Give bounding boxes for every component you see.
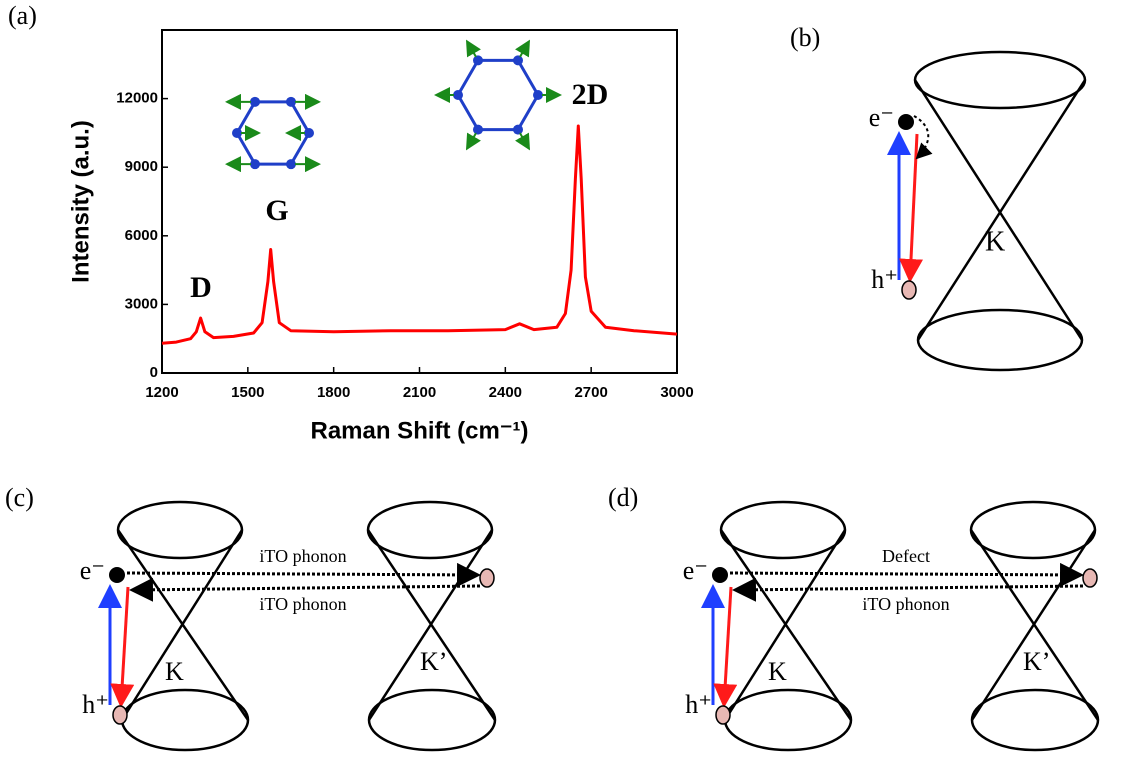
arrow-label: iTO phonon: [259, 594, 346, 614]
arrow-label: iTO phonon: [862, 594, 949, 614]
electron: [898, 114, 914, 130]
atom: [250, 159, 260, 169]
x-axis-label: Raman Shift (cm⁻¹): [310, 417, 528, 444]
panel-label: (a): [8, 1, 37, 30]
atom: [286, 159, 296, 169]
atom: [453, 90, 463, 100]
panel-label: (c): [5, 483, 34, 512]
hole-label: h⁺: [871, 265, 898, 294]
atom: [286, 97, 296, 107]
cone-ellipse: [122, 690, 248, 750]
scattering-arrow: [132, 586, 480, 590]
atom: [513, 125, 523, 135]
electron: [712, 567, 728, 583]
relaxation-arrow: [724, 587, 731, 705]
atom: [473, 125, 483, 135]
cone-ellipse: [971, 502, 1095, 558]
valley-label: K: [985, 226, 1005, 257]
scattering-arrow: [735, 586, 1083, 590]
vibration-arrow: [467, 133, 476, 149]
y-tick-label: 9000: [125, 158, 158, 175]
hole: [480, 569, 494, 587]
cone-ellipse: [725, 690, 851, 750]
scattering-arrow: [730, 573, 1081, 575]
x-tick-label: 2700: [574, 384, 607, 401]
spectrum-line: [162, 126, 677, 343]
x-tick-label: 1500: [231, 384, 264, 401]
atom: [513, 55, 523, 65]
cone-ellipse: [369, 690, 495, 750]
valley-label: K: [165, 657, 184, 686]
electron-label: e⁻: [80, 556, 105, 585]
valley-label: K’: [1023, 647, 1050, 676]
atom: [232, 128, 242, 138]
x-tick-label: 2400: [489, 384, 522, 401]
x-tick-label: 3000: [660, 384, 693, 401]
y-tick-label: 3000: [125, 295, 158, 312]
valley-label: K’: [420, 647, 447, 676]
hole-label: h⁺: [685, 690, 712, 719]
peak-label: D: [190, 271, 212, 304]
y-tick-label: 6000: [125, 227, 158, 244]
cone-line: [918, 80, 1085, 340]
cone-ellipse: [118, 502, 242, 558]
hole: [716, 706, 730, 724]
arrow-label: Defect: [882, 546, 930, 566]
x-tick-label: 1800: [317, 384, 350, 401]
scattering-arrow: [127, 573, 478, 575]
y-tick-label: 12000: [116, 90, 158, 107]
y-axis-label: Intensity (a.u.): [67, 120, 94, 283]
cone-ellipse: [918, 310, 1082, 370]
relaxation-arrow: [910, 134, 917, 280]
hole-label: h⁺: [82, 690, 109, 719]
cone-ellipse: [972, 690, 1098, 750]
atom: [533, 90, 543, 100]
atom: [304, 128, 314, 138]
atom: [250, 97, 260, 107]
vibration-arrow: [520, 133, 529, 149]
atom: [473, 55, 483, 65]
cone-ellipse: [915, 52, 1085, 108]
electron-label: e⁻: [869, 103, 894, 132]
cone-ellipse: [368, 502, 492, 558]
vibration-arrow: [467, 41, 476, 57]
electron: [109, 567, 125, 583]
x-tick-label: 1200: [145, 384, 178, 401]
panel-label: (b): [790, 23, 820, 52]
cone-ellipse: [721, 502, 845, 558]
cone-line: [915, 80, 1082, 340]
hexagon: [458, 60, 538, 129]
y-tick-label: 0: [150, 364, 158, 381]
peak-label: G: [265, 194, 288, 227]
relaxation-arrow: [121, 587, 128, 705]
valley-label: K: [768, 657, 787, 686]
hole: [1083, 569, 1097, 587]
figure: (a) 1200 1500 1800 2100 2400 2700 3000 0 3000 6000…: [0, 0, 1130, 774]
hole: [902, 281, 916, 299]
vibration-arrow: [520, 41, 529, 57]
peak-label: 2D: [572, 78, 609, 111]
electron-label: e⁻: [683, 556, 708, 585]
panel-label: (d): [608, 483, 638, 512]
hole: [113, 706, 127, 724]
x-tick-label: 2100: [403, 384, 436, 401]
arrow-label: iTO phonon: [259, 546, 346, 566]
